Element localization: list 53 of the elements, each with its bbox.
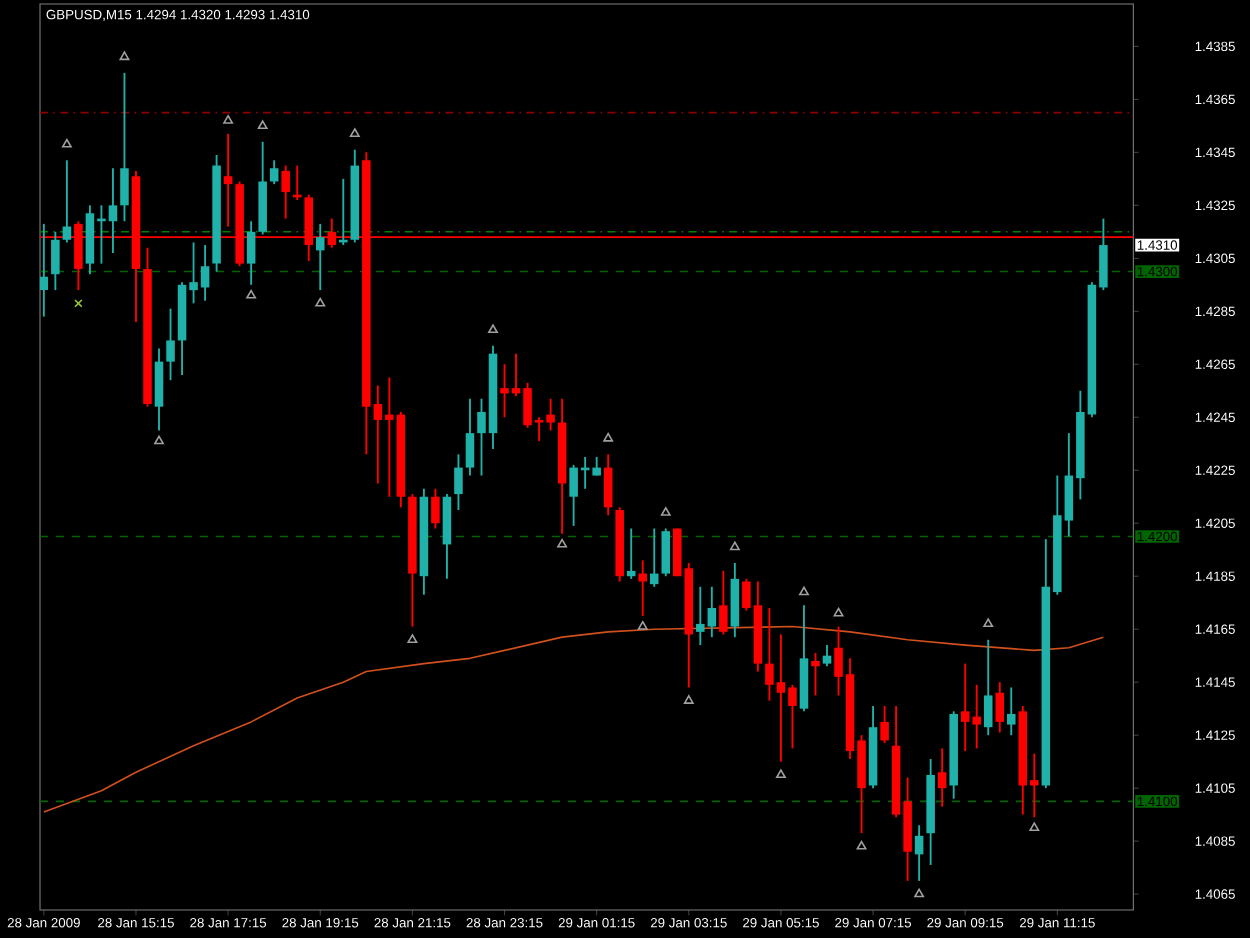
point [914,888,925,898]
point [223,114,234,124]
candlestick [454,453,463,511]
point [775,769,786,779]
point [683,695,694,704]
candlestick [223,132,233,228]
candlestick [822,644,832,668]
candlestick [431,487,440,530]
candlestick [51,230,60,292]
point [61,138,72,148]
point [603,432,614,442]
point [729,541,740,551]
candlestick [1007,686,1016,737]
point [833,607,844,617]
candlestick [281,164,290,220]
point [1029,822,1040,832]
candlestick [983,638,993,737]
point [246,289,257,299]
point [154,435,164,445]
candlestick [246,220,256,286]
candlestick [995,681,1005,734]
point [799,586,809,596]
point [637,620,648,630]
point [257,120,268,130]
candlestick [719,569,728,636]
point [557,538,568,548]
candlestick [937,747,947,808]
candlestick [638,559,647,617]
candlestick [661,527,671,578]
candlestick [730,562,740,639]
candlestick [649,527,659,588]
candlestick [465,397,475,477]
point [856,840,867,850]
candlestick [315,222,325,292]
candlestick [269,159,279,186]
point [407,634,418,643]
point [74,299,83,308]
point [119,51,130,61]
point [488,324,498,334]
candlestick [880,705,889,745]
candlestick [120,71,129,223]
point [349,128,360,138]
candlestick [914,824,924,882]
candlestick [154,347,164,432]
candlestick [62,159,72,244]
candlestick [442,493,452,580]
point [983,618,994,628]
line-series [43,625,1105,813]
point [660,507,671,516]
candlestick [811,652,820,697]
candlestick [166,307,175,382]
candlestick [603,453,613,517]
point [315,297,326,307]
